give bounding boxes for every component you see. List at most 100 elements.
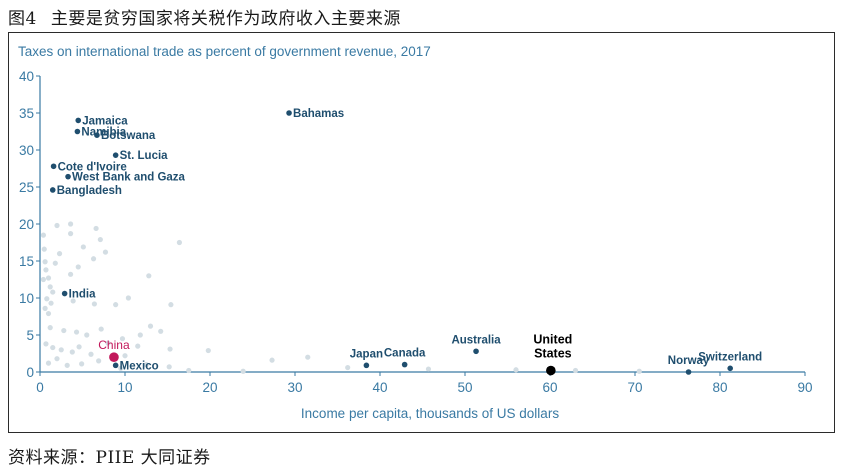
other-country-point (125, 295, 131, 301)
label-united-states: United States (533, 333, 572, 361)
y-tick-label: 15 (19, 254, 34, 269)
figure-number: 图4 (8, 9, 37, 29)
other-country-point (69, 349, 75, 355)
y-tick-label: 30 (19, 143, 34, 158)
x-tick-label: 10 (117, 380, 132, 395)
label-china: China (98, 338, 130, 352)
other-country-point (122, 353, 128, 359)
other-country-point (47, 284, 53, 290)
other-country-point (80, 244, 86, 250)
label-st-lucia: St. Lucia (120, 150, 169, 162)
y-axis-ticks: 0 5 10 15 20 25 30 35 40 (19, 69, 40, 380)
other-country-point (513, 367, 519, 373)
other-country-point (40, 276, 47, 283)
other-country-point (48, 300, 54, 306)
other-country-point (118, 365, 124, 371)
x-axis-label: Income per capita, thousands of US dolla… (301, 406, 559, 421)
other-country-point (75, 264, 81, 270)
other-country-point (168, 302, 174, 308)
other-country-point (56, 251, 63, 257)
other-country-point (572, 367, 579, 374)
other-country-point (166, 364, 172, 370)
other-country-point (147, 323, 154, 329)
other-country-point (96, 358, 102, 364)
other-country-point (93, 225, 99, 232)
other-country-point (54, 356, 60, 362)
other-country-point (90, 256, 97, 262)
other-country-point (42, 305, 48, 311)
other-country-point (52, 260, 58, 266)
x-tick-label: 20 (202, 380, 217, 395)
other-country-point (58, 347, 64, 353)
other-country-point (44, 296, 50, 302)
y-tick-label: 35 (19, 106, 34, 121)
point-west-bank-and-gaza (65, 173, 71, 180)
other-country-point (47, 325, 53, 331)
figure-title: 主要是贫穷国家将关税作为政府收入主要来源 (50, 9, 401, 29)
other-country-point (88, 351, 94, 357)
x-axis-ticks: 0 10 20 30 40 50 60 70 80 90 (36, 372, 813, 395)
point-switzerland (727, 365, 733, 372)
other-country-point (167, 346, 173, 352)
other-country-point (45, 275, 52, 281)
other-country-point (64, 362, 70, 368)
x-tick-label: 60 (542, 380, 557, 395)
x-tick-label: 40 (372, 380, 387, 395)
point-mexico (112, 362, 119, 369)
label-norway: Norway (668, 355, 710, 367)
y-tick-label: 10 (19, 291, 34, 306)
point-botswana (94, 132, 100, 138)
chart-frame (8, 32, 835, 433)
other-country-point (50, 289, 56, 295)
other-country-point (79, 361, 85, 367)
label-mexico: Mexico (120, 360, 159, 372)
other-country-point (135, 343, 141, 349)
other-country-point (41, 246, 47, 252)
other-country-point (102, 249, 109, 255)
other-country-point (40, 232, 47, 238)
point-jamaica (75, 117, 82, 124)
other-country-point (143, 362, 149, 368)
other-country-point (54, 222, 60, 229)
other-country-point (42, 259, 48, 265)
other-country-point (84, 332, 90, 338)
source-note: 资料来源：PIIE 大同证券 (8, 448, 211, 468)
other-country-point (73, 329, 80, 335)
label-japan: Japan (350, 348, 383, 360)
other-country-point (43, 267, 49, 273)
other-country-point (45, 310, 52, 317)
point-namibia (74, 128, 81, 135)
x-tick-label: 80 (712, 380, 727, 395)
other-country-point (113, 302, 119, 308)
other-country-point (345, 364, 351, 371)
other-country-point (43, 341, 49, 347)
other-country-point (176, 239, 182, 246)
y-tick-label: 20 (19, 217, 34, 232)
label-jamaica: Jamaica (82, 115, 128, 127)
chart-title: Taxes on international trade as percent … (18, 44, 431, 59)
x-tick-label: 90 (797, 380, 812, 395)
label-switzerland: Switzerland (698, 351, 762, 363)
point-japan (363, 362, 370, 369)
other-country-point (98, 326, 104, 332)
label-botswana: Botswana (101, 130, 156, 142)
other-country-point (205, 347, 211, 354)
label-west-bank-and-gaza: West Bank and Gaza (72, 172, 186, 184)
point-united-states (546, 365, 556, 376)
x-tick-label: 30 (287, 380, 302, 395)
other-country-point (76, 344, 82, 350)
point-bahamas (286, 110, 292, 116)
x-tick-label: 70 (627, 380, 642, 395)
other-country-point (186, 367, 192, 374)
other-country-point (68, 221, 74, 227)
other-country-point (305, 354, 311, 360)
other-country-point (45, 360, 52, 366)
other-country-point (158, 328, 164, 334)
label-bangladesh: Bangladesh (57, 185, 122, 197)
other-country-point (425, 366, 432, 372)
x-tick-label: 0 (36, 380, 44, 395)
point-canada (401, 361, 408, 368)
other-country-point (240, 368, 246, 374)
point-cote-d-ivoire (50, 163, 57, 170)
